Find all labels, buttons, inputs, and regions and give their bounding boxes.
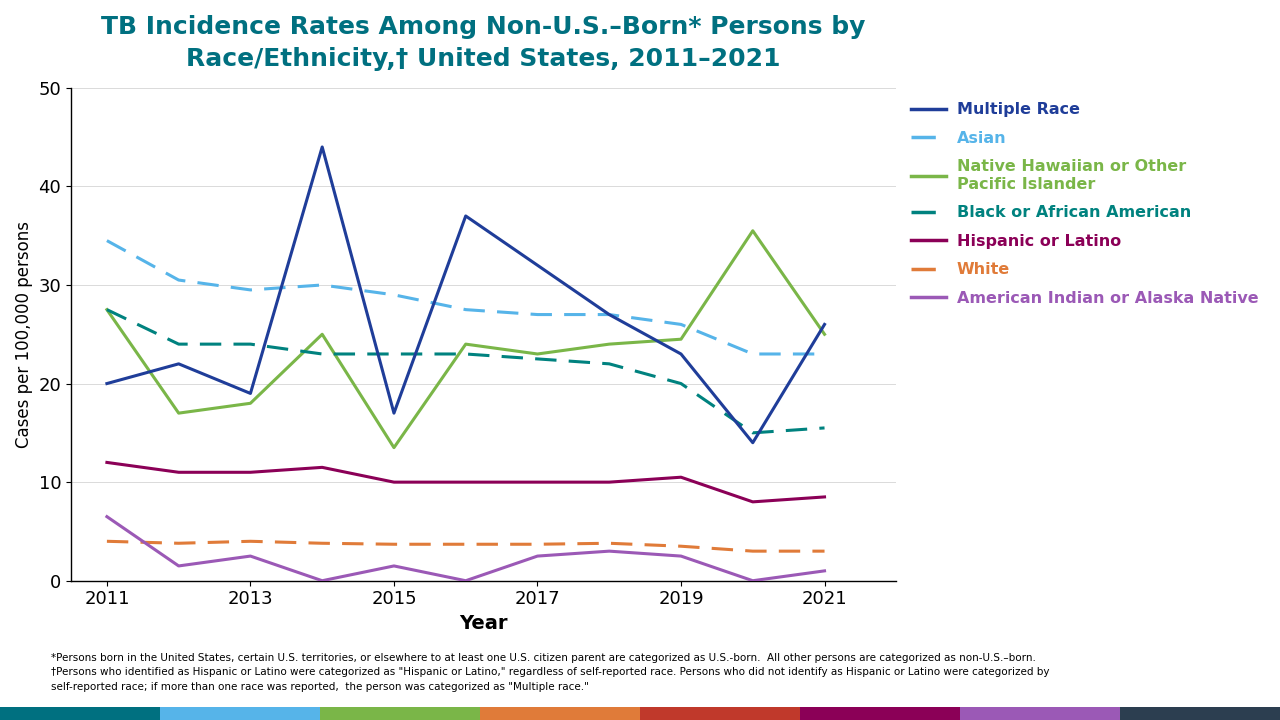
Title: TB Incidence Rates Among Non-U.S.–Born* Persons by
Race/Ethnicity,† United State: TB Incidence Rates Among Non-U.S.–Born* … (101, 15, 865, 71)
Legend: Multiple Race, Asian, Native Hawaiian or Other
Pacific Islander, Black or Africa: Multiple Race, Asian, Native Hawaiian or… (904, 96, 1265, 312)
X-axis label: Year: Year (460, 614, 508, 633)
Text: self-reported race; if more than one race was reported,  the person was categori: self-reported race; if more than one rac… (51, 682, 589, 692)
Y-axis label: Cases per 100,000 persons: Cases per 100,000 persons (15, 221, 33, 448)
Text: †Persons who identified as Hispanic or Latino were categorized as "Hispanic or L: †Persons who identified as Hispanic or L… (51, 667, 1050, 678)
Text: *Persons born in the United States, certain U.S. territories, or elsewhere to at: *Persons born in the United States, cert… (51, 653, 1036, 663)
